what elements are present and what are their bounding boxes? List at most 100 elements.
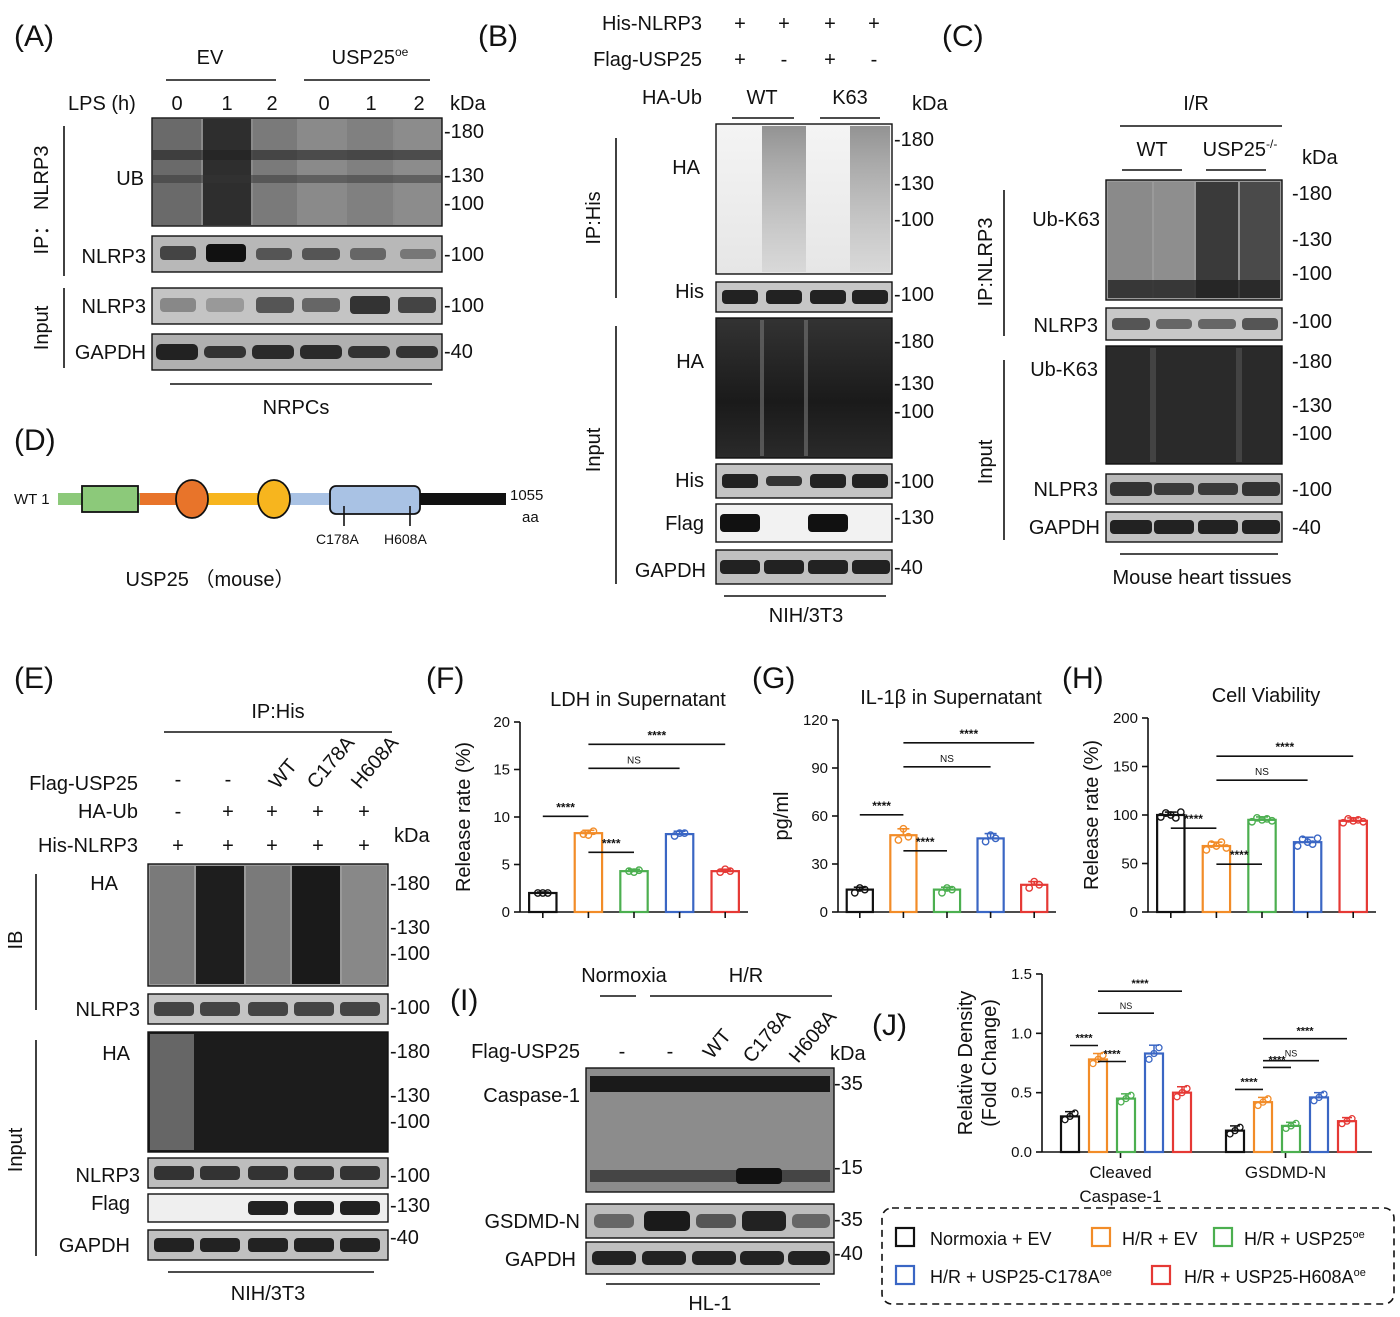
y-tick-label: 0 (1130, 904, 1138, 921)
data-point (860, 885, 869, 894)
panel-c: I/R WT USP25-/- kDa Ub-K63 NLRP3 Ub-K63 (975, 93, 1338, 589)
kda-marker: -130 (1292, 395, 1332, 417)
bar (710, 870, 740, 914)
row-label: Flag-USP25 (593, 49, 702, 71)
data-point (1089, 1059, 1097, 1068)
data-point (1254, 1101, 1262, 1110)
y-tick-label: 1.5 (1011, 966, 1032, 983)
sign: - (175, 801, 182, 823)
data-point (584, 831, 593, 839)
treatment-label: I/R (1183, 93, 1209, 115)
kda-marker: -130 (390, 917, 430, 939)
kda-marker: -100 (444, 244, 484, 266)
group-label-ko: USP25-/- (1203, 137, 1278, 161)
y-tick-label: 1.0 (1011, 1025, 1032, 1042)
panel-label-b: (B) (478, 20, 518, 53)
data-point (543, 889, 552, 897)
data-point (894, 836, 903, 844)
significance-label: **** (1296, 1026, 1314, 1038)
chart-cell-viability: Cell Viability 0 50 100 150 200 Release rate (… (1081, 685, 1376, 921)
panel-d-domain-schematic: WT 1 C178A H608A 1055 aa USP25 （mouse） (14, 479, 543, 591)
kda-marker: -180 (1292, 183, 1332, 205)
row-label: His-NLRP3 (38, 835, 138, 857)
bar (1247, 818, 1277, 914)
row-label: NLRP3 (76, 1165, 140, 1187)
y-tick-label: 10 (493, 809, 510, 826)
domain-box-2 (329, 485, 421, 515)
data-point (1303, 838, 1312, 847)
kda-marker: -40 (894, 557, 923, 579)
data-point (1310, 1097, 1318, 1105)
blot-nlrp3-ip (151, 235, 443, 273)
data-point (1231, 1126, 1239, 1135)
sign: + (778, 13, 790, 35)
sign: + (172, 835, 184, 857)
group-label: K63 (832, 87, 868, 109)
y-tick-label: 0.0 (1011, 1144, 1032, 1161)
bar (1087, 1058, 1109, 1154)
y-axis-label: Release rate (%) (453, 742, 475, 892)
group-label: H/R (729, 965, 763, 987)
kda-marker: -100 (1292, 479, 1332, 501)
sign: + (312, 835, 324, 857)
data-point (855, 884, 864, 892)
data-point (1183, 1084, 1191, 1093)
significance-label: NS (1285, 1049, 1298, 1059)
data-point (1071, 1109, 1079, 1117)
domain-box-1 (81, 485, 139, 513)
chart-relative-density: 0.0 0.5 1.0 1.5 Relative Density (Fold Change… (955, 966, 1372, 1206)
mutation-label: H608A (384, 531, 427, 547)
data-point (1099, 1051, 1107, 1059)
significance-label: **** (1230, 848, 1249, 862)
kda-marker: -130 (894, 173, 934, 195)
row-label: Ub-K63 (1030, 359, 1098, 381)
kda-marker: -130 (894, 373, 934, 395)
y-tick-label: 15 (493, 762, 510, 779)
bar (1115, 1097, 1137, 1154)
data-point (1268, 816, 1276, 825)
sign: - (619, 1041, 626, 1063)
data-point (1212, 842, 1221, 850)
data-point (1226, 1130, 1234, 1138)
kda-marker: -100 (1292, 423, 1332, 445)
y-tick-label: 90 (811, 760, 828, 777)
data-point (1171, 814, 1180, 822)
row-label: HA-Ub (642, 87, 702, 109)
kda-marker: -100 (444, 193, 484, 215)
data-point (991, 834, 1000, 843)
kda-label: kDa (912, 93, 948, 115)
data-point (1150, 1049, 1158, 1058)
data-point (721, 865, 730, 874)
data-point (1292, 1119, 1300, 1128)
data-point (1344, 814, 1353, 823)
data-point (1313, 834, 1322, 843)
panel-label-i: (I) (450, 984, 478, 1017)
input-label: Input (5, 1127, 27, 1172)
row-label: HA-Ub (78, 801, 138, 823)
significance-label: NS (1255, 767, 1269, 778)
significance-label: **** (959, 727, 978, 741)
bar (1338, 819, 1368, 914)
sign: + (358, 835, 370, 857)
construct-label: WT (699, 1025, 736, 1063)
bar (1201, 844, 1232, 914)
data-point (1264, 1095, 1272, 1103)
legend-item: H/R + USP25oe (1244, 1229, 1365, 1249)
data-point (1145, 1055, 1153, 1063)
row-label: Flag-USP25 (471, 1041, 580, 1063)
data-point (1155, 1044, 1163, 1052)
panel-i: Normoxia H/R Flag-USP25 - - WT C178A H60… (471, 965, 866, 1315)
data-point (1320, 1090, 1328, 1098)
ip-label: IP:His (583, 191, 605, 244)
data-point (1061, 1116, 1069, 1124)
legend-item: H/R + USP25-C178Aoe (930, 1267, 1112, 1287)
sign: + (222, 801, 234, 823)
data-point (904, 832, 913, 841)
kda-marker: -130 (894, 507, 934, 529)
bar (1020, 883, 1049, 914)
bar (1292, 841, 1323, 914)
data-point (1202, 846, 1211, 854)
y-tick-label: 20 (493, 714, 510, 731)
schematic-end-label: 1055 (510, 487, 543, 504)
